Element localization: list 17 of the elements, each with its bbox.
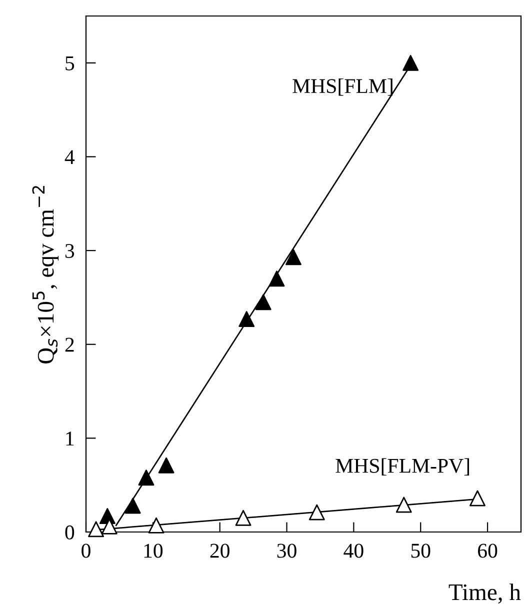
- y-tick-label: 4: [64, 150, 75, 164]
- series-label: MHS[FLM-PV]: [336, 458, 470, 476]
- x-tick-label: 10: [144, 544, 163, 558]
- y-tick-label: 0: [65, 525, 74, 540]
- x-tick-label: 50: [411, 544, 430, 558]
- y-tick-label: 3: [65, 244, 74, 258]
- y-tick-label: 5: [66, 56, 74, 70]
- y-tick-label: 1: [66, 432, 74, 446]
- y-tick-label: 2: [65, 338, 74, 352]
- x-axis-title: Time, h: [448, 584, 521, 604]
- x-tick-label: 40: [344, 544, 364, 558]
- x-tick-label: 60: [478, 544, 498, 558]
- y-axis-title: Q$_{s}$×10$^{5}$, eqv cm$^{−2}$: [32, 186, 59, 364]
- x-tick-label: 0: [82, 544, 90, 558]
- x-tick-label: 20: [210, 544, 230, 558]
- series-label: MHS[FLM]: [292, 78, 392, 96]
- x-tick-label: 30: [277, 544, 296, 558]
